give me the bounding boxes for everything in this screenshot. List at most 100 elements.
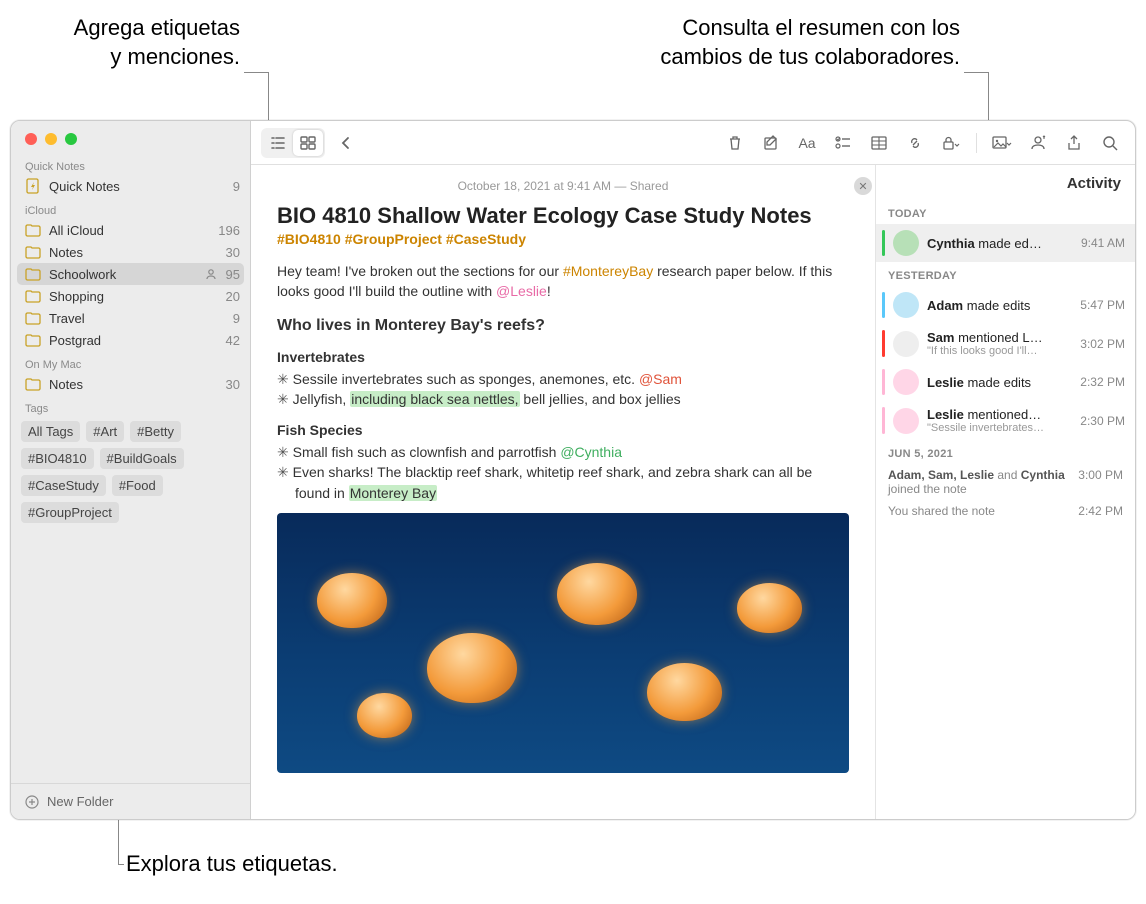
shared-icon [204, 267, 218, 281]
new-folder-button[interactable]: New Folder [11, 783, 250, 819]
lightning-note-icon [25, 178, 41, 194]
activity-title: Activity [886, 175, 1123, 192]
activity-item[interactable]: Adam made edits 5:47 PM [876, 286, 1135, 324]
tags-header: Tags [11, 395, 250, 417]
folder-icon [25, 376, 41, 392]
sidebar-item-count: 30 [222, 377, 240, 392]
activity-color-bar [882, 230, 885, 256]
checklist-button[interactable] [828, 130, 858, 156]
onmymac-header: On My Mac [11, 351, 250, 373]
sidebar-item-label: Notes [49, 377, 222, 392]
avatar [893, 331, 919, 357]
activity-item[interactable]: Sam mentioned L…"If this looks good I'll… [876, 324, 1135, 363]
media-button[interactable] [987, 130, 1017, 156]
zoom-window-button[interactable] [65, 133, 77, 145]
folder-icon [25, 310, 41, 326]
mention-leslie[interactable]: @Leslie [496, 283, 547, 299]
new-note-button[interactable] [756, 130, 786, 156]
tag-food[interactable]: #Food [112, 475, 163, 496]
activity-plain-item: You shared the note2:42 PM [876, 500, 1135, 522]
mention-sam[interactable]: @Sam [639, 371, 682, 387]
delete-button[interactable] [720, 130, 750, 156]
sidebar-item-label: Shopping [49, 289, 222, 304]
sidebar-item-all-icloud[interactable]: All iCloud196 [11, 219, 250, 241]
link-button[interactable] [900, 130, 930, 156]
close-activity-button[interactable]: ✕ [854, 177, 872, 195]
activity-text: Adam made edits [927, 298, 1072, 313]
sidebar-item-label: Travel [49, 311, 229, 326]
activity-item[interactable]: Leslie mentioned…"Sessile invertebrates…… [876, 401, 1135, 440]
activity-time: 2:32 PM [1080, 375, 1125, 389]
sidebar-item-travel[interactable]: Travel9 [11, 307, 250, 329]
note-meta: October 18, 2021 at 9:41 AM — Shared [277, 175, 849, 203]
sidebar-item-quick-notes[interactable]: Quick Notes 9 [11, 175, 250, 197]
avatar [893, 408, 919, 434]
activity-section-jun5: JUN 5, 2021 [876, 440, 1135, 464]
callout-top-left: Agrega etiquetas y menciones. [40, 14, 240, 71]
toolbar: Aa [251, 121, 1135, 165]
sidebar-item-count: 20 [222, 289, 240, 304]
hashtag[interactable]: #MontereyBay [563, 263, 653, 279]
activity-color-bar [882, 292, 885, 318]
share-button[interactable] [1059, 130, 1089, 156]
avatar [893, 369, 919, 395]
activity-item[interactable]: Leslie made edits2:32 PM [876, 363, 1135, 401]
sidebar-item-count: 30 [222, 245, 240, 260]
tag-groupproject[interactable]: #GroupProject [21, 502, 119, 523]
minimize-window-button[interactable] [45, 133, 57, 145]
activity-text: Sam mentioned L… [927, 330, 1072, 345]
note-content: October 18, 2021 at 9:41 AM — Shared BIO… [251, 165, 875, 819]
activity-color-bar [882, 407, 885, 434]
tags-list: All Tags #Art #Betty #BIO4810 #BuildGoals #Ca… [11, 417, 250, 527]
callout-bottom: Explora tus etiquetas. [126, 850, 338, 879]
tag-bio4810[interactable]: #BIO4810 [21, 448, 94, 469]
lock-button[interactable] [936, 130, 966, 156]
sidebar-item-notes[interactable]: Notes30 [11, 241, 250, 263]
tag-casestudy[interactable]: #CaseStudy [21, 475, 106, 496]
folder-icon [25, 266, 41, 282]
activity-time: 2:30 PM [1080, 414, 1125, 428]
sidebar-item-postgrad[interactable]: Postgrad42 [11, 329, 250, 351]
sidebar-item-count: 196 [214, 223, 240, 238]
activity-plain-item: Adam, Sam, Leslie and Cynthia joined the… [876, 464, 1135, 500]
note-tags-line: #BIO4810 #GroupProject #CaseStudy [277, 231, 849, 247]
activity-time: 9:41 AM [1081, 236, 1125, 250]
callout-line-bottom-h [118, 864, 124, 865]
gallery-view-button[interactable] [293, 130, 323, 156]
icloud-header: iCloud [11, 197, 250, 219]
close-window-button[interactable] [25, 133, 37, 145]
main-area: Aa [251, 121, 1135, 819]
list-view-button[interactable] [263, 130, 293, 156]
activity-item[interactable]: Cynthia made ed… 9:41 AM [876, 224, 1135, 262]
sidebar-item-shopping[interactable]: Shopping20 [11, 285, 250, 307]
search-button[interactable] [1095, 130, 1125, 156]
highlight: Monterey Bay [349, 485, 437, 501]
sidebar-item-label: Postgrad [49, 333, 222, 348]
activity-text: Cynthia made ed… [927, 236, 1073, 251]
note-subheading: Fish Species [277, 420, 849, 440]
new-folder-label: New Folder [47, 794, 113, 809]
activity-time: 5:47 PM [1080, 298, 1125, 312]
folder-icon [25, 244, 41, 260]
tag-all tags[interactable]: All Tags [21, 421, 80, 442]
activity-color-bar [882, 369, 885, 395]
format-button[interactable]: Aa [792, 130, 822, 156]
sidebar-item-schoolwork[interactable]: Schoolwork95 [17, 263, 244, 285]
mention-cynthia[interactable]: @Cynthia [560, 444, 622, 460]
tag-buildgoals[interactable]: #BuildGoals [100, 448, 184, 469]
activity-section-today: TODAY [876, 200, 1135, 224]
tag-betty[interactable]: #Betty [130, 421, 181, 442]
sidebar-item-label: Notes [49, 245, 222, 260]
activity-subtext: "If this looks good I'll… [927, 345, 1072, 357]
callout-line-left-h [244, 72, 268, 73]
window-controls [11, 121, 250, 153]
collaborate-button[interactable] [1023, 130, 1053, 156]
tag-art[interactable]: #Art [86, 421, 124, 442]
sidebar-item-count: 9 [229, 179, 240, 194]
back-button[interactable] [331, 130, 361, 156]
activity-subtext: "Sessile invertebrates… [927, 422, 1072, 434]
table-button[interactable] [864, 130, 894, 156]
sidebar-item-notes[interactable]: Notes30 [11, 373, 250, 395]
note-image[interactable] [277, 513, 849, 773]
note-body[interactable]: Hey team! I've broken out the sections f… [277, 261, 849, 773]
